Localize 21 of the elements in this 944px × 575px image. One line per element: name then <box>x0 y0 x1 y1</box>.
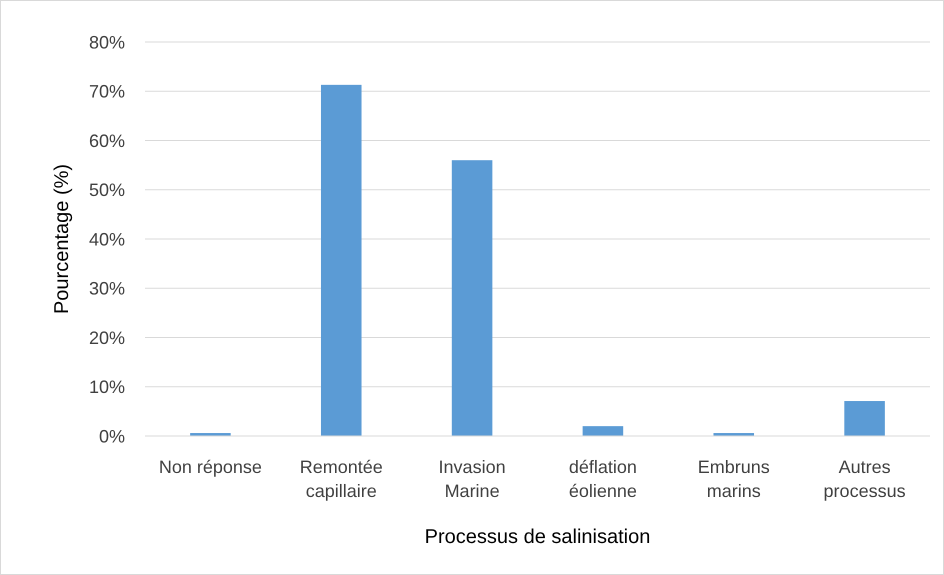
y-tick-label: 50% <box>88 180 125 200</box>
y-tick-label: 20% <box>88 328 125 348</box>
y-axis-title: Pourcentage (%) <box>51 164 73 314</box>
y-tick-label: 70% <box>88 82 125 102</box>
x-tick-label: Embruns marins <box>698 457 770 501</box>
x-tick-label: Invasion Marine <box>438 457 506 501</box>
bar <box>320 84 362 436</box>
bar <box>452 160 492 436</box>
bar <box>582 426 624 436</box>
x-tick-label: Remontée capillaire <box>300 457 383 501</box>
bar <box>844 401 885 436</box>
y-tick-label: 10% <box>88 377 125 398</box>
x-tick-label: Non réponse <box>158 457 262 477</box>
y-tick-label: 0% <box>98 426 125 446</box>
y-tick-label: 80% <box>88 32 125 52</box>
x-tick-label: déflation éolienne <box>568 457 637 501</box>
x-axis-title: Processus de salinisation <box>424 526 650 548</box>
y-tick-label: 60% <box>88 130 125 151</box>
x-tick-label: Autres processus <box>824 457 906 501</box>
y-tick-label: 30% <box>88 278 125 299</box>
y-tick-label: 40% <box>88 229 125 250</box>
